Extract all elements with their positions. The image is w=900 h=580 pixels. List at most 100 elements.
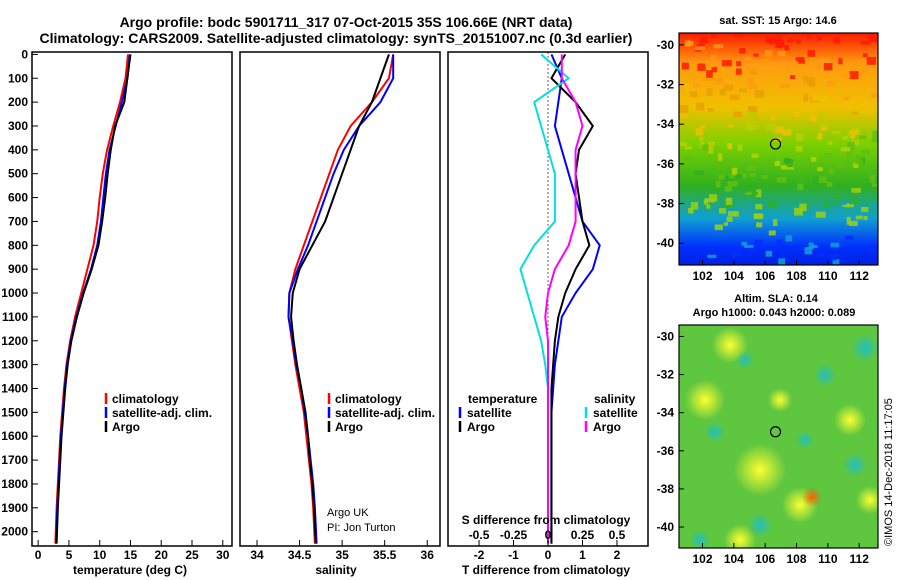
map-lon-tick-label: 110 <box>818 552 838 566</box>
sst-pixel <box>778 258 786 265</box>
map-lat-tick-label: -38 <box>657 482 675 496</box>
sdiff-tick-label: 0 <box>545 528 552 542</box>
depth-tick-label: 1500 <box>1 405 28 419</box>
sst-pixel <box>729 174 734 179</box>
sst-pixel <box>776 177 787 183</box>
sst-pixel <box>698 210 705 218</box>
sst-pixel <box>823 202 829 209</box>
sst-pixel <box>730 94 740 100</box>
sst-pixel <box>851 140 860 146</box>
difference-xlabel: T difference from climatology <box>462 563 630 577</box>
sst-pixel <box>711 66 718 73</box>
sst-pixel <box>760 59 769 65</box>
sst-pixel <box>709 194 718 202</box>
sst-argo-position-marker <box>769 138 782 150</box>
sst-pixel <box>755 204 763 210</box>
temperature-tick-label: 30 <box>216 548 230 562</box>
sal-diff-argo-line <box>544 54 584 544</box>
sst-pixel <box>867 34 875 40</box>
sst-pixel <box>817 252 824 257</box>
sst-pixel <box>748 125 758 130</box>
sla-anomaly-blob <box>814 364 836 386</box>
difference-xlabel-top: S difference from climatology <box>462 513 631 527</box>
sst-pixel <box>810 156 817 162</box>
sdiff-tick-label: -0.5 <box>469 528 490 542</box>
diff-legend-heading-salinity: salinity <box>594 392 636 406</box>
sst-pixel <box>750 69 758 75</box>
sst-pixel <box>728 211 736 217</box>
temperature-argo-line <box>55 54 132 544</box>
diff-legend-label: satellite <box>467 406 512 420</box>
sst-pixel <box>695 48 701 52</box>
sst-pixel <box>796 39 801 44</box>
sst-pixel <box>695 46 706 51</box>
sst-pixel <box>863 215 868 221</box>
sst-pixel <box>780 165 788 170</box>
map-lon-tick-label: 108 <box>787 552 807 566</box>
sst-pixel <box>828 168 835 175</box>
sst-pixel <box>849 220 858 227</box>
sst-pixel <box>833 36 841 44</box>
sst-pixel <box>748 183 757 191</box>
sst-pixel <box>726 216 733 222</box>
sst-pixel <box>723 176 734 182</box>
sst-pixel <box>795 57 805 62</box>
sst-pixel <box>714 44 720 49</box>
sst-pixel <box>741 241 748 246</box>
sst-pixel <box>860 40 871 45</box>
temperature-xlabel: temperature (deg C) <box>73 563 187 577</box>
sst-pixel <box>725 197 733 205</box>
sst-pixel <box>850 131 855 139</box>
sst-pixel <box>780 83 790 89</box>
sst-pixel <box>684 146 692 150</box>
salinity-climatology-line <box>287 54 395 544</box>
sst-pixel <box>714 224 723 231</box>
temperature-tick-label: 15 <box>124 548 138 562</box>
sla-anomaly-blob <box>856 486 878 514</box>
depth-tick-label: 1200 <box>1 334 28 348</box>
temperature-legend-label: Argo <box>112 420 140 434</box>
sst-pixel <box>838 58 843 65</box>
tdiff-tick-label: 0 <box>545 548 552 562</box>
sst-pixel <box>808 57 818 61</box>
map-lon-tick-label: 110 <box>818 269 838 283</box>
sst-pixel <box>818 176 827 183</box>
sst-pixel <box>849 71 859 80</box>
sst-pixel <box>813 59 821 68</box>
sst-pixel <box>804 247 813 255</box>
temperature-tick-label: 20 <box>155 548 169 562</box>
sst-pixel <box>856 155 862 162</box>
sla-map: Altim. SLA: 0.14 Argo h1000: 0.043 h2000… <box>657 293 879 566</box>
temperature-panel: 0100200300400500600700800900100011001200… <box>1 47 233 577</box>
sst-pixel <box>784 44 790 51</box>
sst-pixel <box>745 56 751 61</box>
sst-pixel <box>812 176 820 185</box>
sst-pixel <box>797 183 804 191</box>
sst-pixel <box>743 244 754 248</box>
sst-pixel <box>869 174 876 183</box>
sst-pixel <box>680 115 688 119</box>
map-lat-tick-label: -38 <box>657 197 675 211</box>
sst-pixel <box>845 153 852 162</box>
sst-pixel <box>830 242 840 248</box>
sst-pixel <box>702 76 707 81</box>
salinity-tick-label: 35 <box>335 548 349 562</box>
sla-anomaly-blob <box>690 530 710 548</box>
salinity-argo-line <box>290 54 390 544</box>
sst-pixel <box>803 202 812 206</box>
sst-pixel <box>752 66 759 72</box>
sdiff-tick-label: -0.25 <box>500 528 528 542</box>
sst-pixel <box>803 94 809 102</box>
sst-pixel <box>834 200 843 205</box>
sst-pixel <box>703 213 709 217</box>
sst-pixel <box>713 186 722 192</box>
sst-pixel <box>710 63 719 67</box>
sst-pixel <box>777 50 786 56</box>
sst-pixel <box>809 114 817 122</box>
salinity-legend-label: climatology <box>335 392 402 406</box>
sst-pixel <box>774 126 784 134</box>
map-lat-tick-label: -34 <box>657 117 675 131</box>
sst-pixel <box>736 61 742 67</box>
sla-map-title-2: Argo h1000: 0.043 h2000: 0.089 <box>693 307 856 319</box>
sst-pixel <box>753 214 764 219</box>
